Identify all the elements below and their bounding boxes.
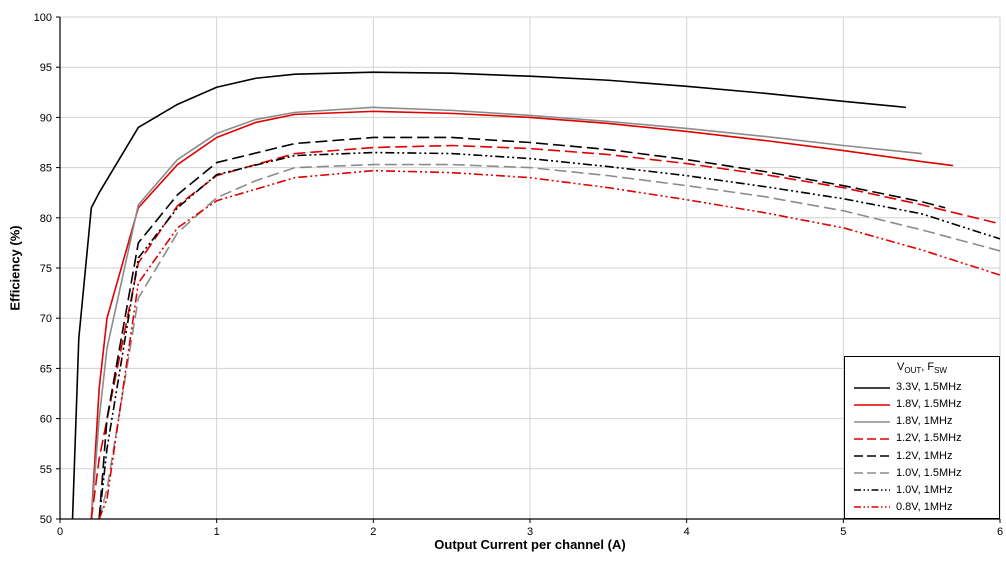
y-tick-label: 60 <box>40 414 52 426</box>
y-tick-label: 55 <box>40 464 52 476</box>
legend-item-label: 1.2V, 1MHz <box>896 449 953 462</box>
legend-item-label: 1.0V, 1.5MHz <box>896 466 962 479</box>
y-tick-label: 95 <box>40 62 52 74</box>
legend-item-1-2v-1mhz: 1.2V, 1MHz <box>845 449 999 464</box>
series-line-1-8v-1mhz <box>90 106 922 520</box>
legend-item-1-8v-1mhz: 1.8V, 1MHz <box>845 414 999 429</box>
legend-item-1-2v-1-5mhz: 1.2V, 1.5MHz <box>845 431 999 446</box>
x-tick-label: 6 <box>997 526 1003 538</box>
legend-item-1-0v-1mhz: 1.0V, 1MHz <box>845 483 999 498</box>
legend-title-subscript: OUT <box>904 366 922 376</box>
legend-item-label: 1.0V, 1MHz <box>896 483 953 496</box>
x-tick-label: 3 <box>527 526 533 538</box>
legend-item-label: 3.3V, 1.5MHz <box>896 381 962 394</box>
legend-line-sample <box>854 386 890 389</box>
series-line-1-0v-1mhz <box>98 151 1001 520</box>
y-tick-label: 80 <box>40 213 52 225</box>
legend-item-label: 1.2V, 1.5MHz <box>896 432 962 445</box>
legend-item-label: 1.8V, 1.5MHz <box>896 398 962 411</box>
series-line-3-3v-1-5mhz <box>71 71 907 520</box>
legend-line-sample <box>854 438 890 440</box>
y-tick-label: 85 <box>40 163 52 175</box>
series-line-1-0v-1-5mhz <box>98 163 1001 520</box>
y-tick-label: 50 <box>40 514 52 526</box>
x-tick-label: 4 <box>684 526 690 538</box>
legend-title-subscript: SW <box>934 366 947 376</box>
y-tick-label: 90 <box>40 112 52 124</box>
legend: VOUT, FSW 3.3V, 1.5MHz 1.8V, 1.5MHz 1.8V, 1… <box>844 356 1000 519</box>
legend-item-1-0v-1-5mhz: 1.0V, 1.5MHz <box>845 466 999 481</box>
y-tick-label: 65 <box>40 363 52 375</box>
legend-item-3-3v-1-5mhz: 3.3V, 1.5MHz <box>845 380 999 395</box>
x-tick-label: 1 <box>214 526 220 538</box>
x-tick-label: 0 <box>57 526 63 538</box>
x-axis-label: Output Current per channel (A) <box>434 537 626 552</box>
y-axis-label: Efficiency (%) <box>7 225 23 311</box>
y-tick-label: 70 <box>40 313 52 325</box>
legend-line-sample <box>854 472 890 475</box>
legend-item-label: 1.8V, 1MHz <box>896 415 953 428</box>
series-line-1-8v-1-5mhz <box>90 110 954 520</box>
y-tick-label: 100 <box>34 12 52 24</box>
legend-title: VOUT, FSW <box>845 360 999 378</box>
legend-item-0-8v-1mhz: 0.8V, 1MHz <box>845 500 999 515</box>
legend-title-text: , F <box>921 361 935 374</box>
x-tick-label: 5 <box>840 526 846 538</box>
legend-item-label: 0.8V, 1MHz <box>896 500 953 513</box>
series-line-1-2v-1mhz <box>98 136 946 520</box>
y-tick-label: 75 <box>40 263 52 275</box>
legend-item-1-8v-1-5mhz: 1.8V, 1.5MHz <box>845 397 999 412</box>
legend-title-text: V <box>897 361 905 374</box>
legend-line-sample <box>854 403 890 406</box>
legend-line-sample <box>854 506 890 509</box>
legend-line-sample <box>854 421 890 423</box>
legend-line-sample <box>854 455 890 457</box>
legend-line-sample <box>854 489 890 492</box>
series-line-1-2v-1-5mhz <box>90 144 1001 520</box>
x-tick-label: 2 <box>370 526 376 538</box>
